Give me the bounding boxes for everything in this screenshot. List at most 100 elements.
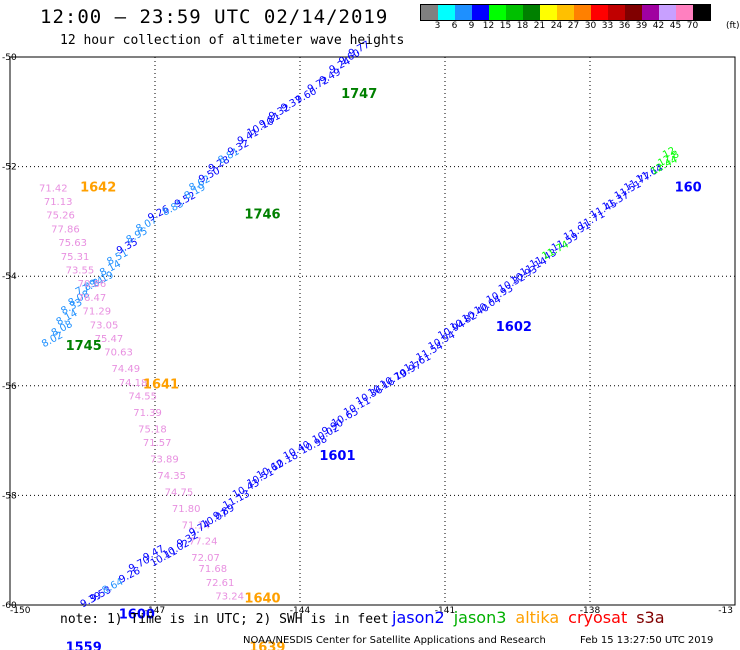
wave-height-point: 70.86 [78,279,107,290]
color-swatch [557,5,574,20]
wave-height-point: 75.18 [138,424,167,435]
y-tick-label: -58 [2,491,17,501]
color-swatch [676,5,693,20]
y-tick-label: -50 [2,53,17,63]
wave-height-point: 76.47 [78,293,107,304]
time-label: 1642 [80,180,116,195]
color-scale-label: 30 [584,21,597,31]
time-label: 1640 [244,591,280,606]
color-scale-label: 18 [516,21,529,31]
wave-height-point: 71.42 [39,183,68,194]
color-swatch [540,5,557,20]
y-tick-label: -52 [2,163,17,173]
color-scale-legend: 3 6 9 12 15 18 21 24 27 30 33 36 39 42 45 70 [420,4,711,31]
color-scale-label: 9 [468,21,475,31]
color-swatch [472,5,489,20]
satellite-legend-jason2: jason2 [392,608,445,627]
time-label: 1747 [341,87,377,102]
time-label: 1639 [249,641,285,650]
time-label: 1745 [66,339,102,354]
color-swatch [625,5,642,20]
color-scale-label: 12 [482,21,495,31]
color-swatch [591,5,608,20]
x-tick-label: -150 [10,606,31,616]
wave-height-point: 75.47 [95,334,124,345]
x-tick-label: -13 [718,606,733,616]
wave-height-point: 74.55 [128,392,157,403]
time-label: 1746 [244,208,280,223]
satellite-legend-s3a: s3a [636,608,665,627]
color-scale-label: 36 [618,21,631,31]
wave-height-point: 74.18 [119,378,148,389]
satellite-legend-altika: altika [515,608,560,627]
wave-height-point: 75.26 [46,211,75,222]
wave-height-point: 75.31 [61,252,90,263]
color-swatch [659,5,676,20]
wave-height-point: 73.55 [66,265,95,276]
footer-credit: NOAA/NESDIS Center for Satellite Applica… [243,635,546,646]
wave-height-point: 72.61 [206,578,235,589]
x-tick-label: -147 [145,606,165,616]
wave-height-point: 71.80 [172,504,201,515]
color-scale-label: 45 [669,21,682,31]
x-tick-label: -138 [580,606,601,616]
wave-height-point: 12 [661,145,677,161]
color-scale-label: 15 [499,21,512,31]
wave-height-point: 71.29 [83,307,112,318]
color-scale-label: 6 [451,21,458,31]
color-swatch [455,5,472,20]
wave-height-point: 74.75 [165,487,194,498]
wave-height-point: 71.68 [199,564,228,575]
color-scale-label: 3 [434,21,441,31]
satellite-legend: jason2 jason3 altika cryosat s3a [392,608,674,627]
wave-height-point: 70.63 [104,348,133,359]
wave-height-point: 77.24 [189,537,218,548]
color-scale-swatches [420,4,711,21]
footer-note: note: 1) Time is in UTC; 2) SWH is in fe… [60,612,389,627]
satellite-legend-jason3: jason3 [453,608,507,627]
color-swatch [489,5,506,20]
time-label: 160 [675,180,702,195]
wave-height-point: 72.07 [191,553,220,564]
color-swatch [574,5,591,20]
color-scale-label: 21 [533,21,546,31]
plot-frame [9,56,736,606]
color-scale-label: 27 [567,21,580,31]
color-scale-labels: 3 6 9 12 15 18 21 24 27 30 33 36 39 42 45 70 [420,21,711,31]
time-label: 1600 [119,608,155,623]
color-swatch [438,5,455,20]
time-label: 1601 [319,449,355,464]
wave-height-point: 74.35 [157,471,186,482]
wave-height-point: 71.57 [143,438,172,449]
color-swatch [642,5,659,20]
color-scale-label: 39 [635,21,648,31]
color-scale-label: 33 [601,21,614,31]
time-label: 1641 [143,378,179,393]
color-scale-label: 24 [550,21,563,31]
wave-height-point: 73.89 [150,455,179,466]
y-tick-label: -56 [2,382,17,392]
chart-subtitle: 12 hour collection of altimeter wave hei… [60,33,405,48]
color-scale-label: 70 [686,21,699,31]
x-tick-label: -144 [290,606,311,616]
wave-height-point: 73.05 [90,320,119,331]
wave-height-point: 71.14 [182,520,211,531]
wave-height-point: 74.49 [112,364,141,375]
wave-height-point: 77.86 [51,224,80,235]
chart-title: 12:00 – 23:59 UTC 02/14/2019 [40,6,389,28]
color-scale-unit: (ft) [726,21,740,31]
wave-height-point: 71.39 [133,408,162,419]
time-label: 1559 [66,641,102,650]
wave-height-point: 73.24 [215,592,244,603]
color-swatch [523,5,540,20]
wave-height-point: 71.13 [44,197,73,208]
satellite-legend-cryosat: cryosat [568,608,628,627]
color-swatch [506,5,523,20]
color-swatch [693,5,710,20]
y-tick-label: -54 [2,272,17,282]
color-swatch [421,5,438,20]
color-swatch [608,5,625,20]
wave-height-point: 75.63 [58,238,87,249]
footer-timestamp: Feb 15 13:27:50 UTC 2019 [580,635,714,646]
